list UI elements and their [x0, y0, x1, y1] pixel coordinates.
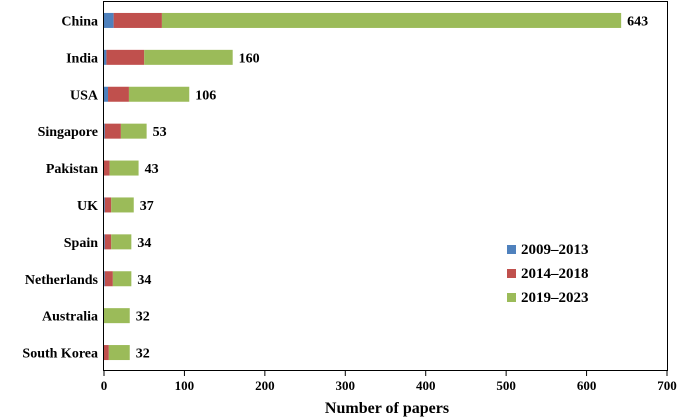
category-label: China — [61, 14, 98, 29]
x-tick-label: 500 — [496, 378, 516, 393]
bar-segment — [104, 123, 121, 139]
category-label: UK — [77, 199, 98, 214]
category-label: Spain — [64, 236, 98, 251]
bar-segment — [144, 49, 233, 65]
legend-swatch — [507, 269, 516, 278]
x-tick-label: 0 — [101, 378, 108, 393]
total-label: 34 — [137, 273, 151, 288]
total-labels-group: 643 160 106 53 43 37 34 34 32 32 — [136, 14, 648, 361]
total-label: 43 — [145, 162, 159, 177]
legend-swatch — [507, 245, 516, 254]
legend-label: 2014–2018 — [521, 266, 589, 282]
bar-segment — [108, 86, 129, 102]
total-label: 32 — [136, 310, 150, 325]
legend-label: 2019–2023 — [521, 290, 589, 306]
x-axis: 0 100 200 300 400 500 600 700 — [101, 371, 677, 393]
x-tick-label: 600 — [577, 378, 597, 393]
bar-segment — [161, 12, 622, 28]
legend: 2009–2013 2014–2018 2019–2023 — [507, 242, 589, 306]
bar-segment — [104, 308, 130, 324]
category-label: USA — [70, 88, 99, 103]
bar-segment — [104, 49, 107, 65]
bar-segment — [112, 271, 132, 287]
total-label: 53 — [153, 125, 167, 140]
x-tick-label: 200 — [255, 378, 275, 393]
x-axis-title: Number of papers — [325, 400, 449, 417]
bars-group — [104, 12, 622, 361]
bar-segment — [128, 86, 190, 102]
x-tick-label: 100 — [175, 378, 195, 393]
bar-segment — [104, 197, 105, 213]
bar-segment — [104, 345, 109, 361]
bar-segment — [109, 160, 139, 176]
total-label: 37 — [140, 199, 154, 214]
total-label: 34 — [137, 236, 151, 251]
category-label: South Korea — [22, 347, 98, 362]
bar-segment — [104, 86, 109, 102]
category-label: Singapore — [38, 125, 98, 140]
total-label: 643 — [627, 14, 648, 29]
bar-segment — [104, 197, 112, 213]
bar-segment — [120, 123, 147, 139]
category-label: Australia — [42, 310, 98, 325]
bar-segment — [108, 345, 130, 361]
total-label: 32 — [136, 347, 150, 362]
bar-segment — [104, 160, 110, 176]
bar-segment — [104, 234, 112, 250]
legend-label: 2009–2013 — [521, 242, 589, 258]
category-label: India — [66, 51, 98, 66]
category-labels-group: China India USA Singapore Pakistan UK Spain Net… — [22, 14, 98, 361]
x-tick-label: 300 — [336, 378, 356, 393]
bar-segment — [111, 197, 134, 213]
total-label: 106 — [195, 88, 216, 103]
bar-segment — [104, 271, 113, 287]
bar-segment — [104, 123, 105, 139]
x-tick-label: 700 — [657, 378, 677, 393]
legend-swatch — [507, 293, 516, 302]
bar-segment — [104, 271, 105, 287]
category-label: Netherlands — [25, 273, 99, 288]
x-tick-label: 400 — [416, 378, 436, 393]
bar-segment — [111, 234, 132, 250]
bar-segment — [104, 234, 105, 250]
bar-segment — [104, 12, 114, 28]
total-label: 160 — [239, 51, 260, 66]
bar-segment — [113, 12, 162, 28]
bar-segment — [106, 49, 145, 65]
category-label: Pakistan — [46, 162, 98, 177]
